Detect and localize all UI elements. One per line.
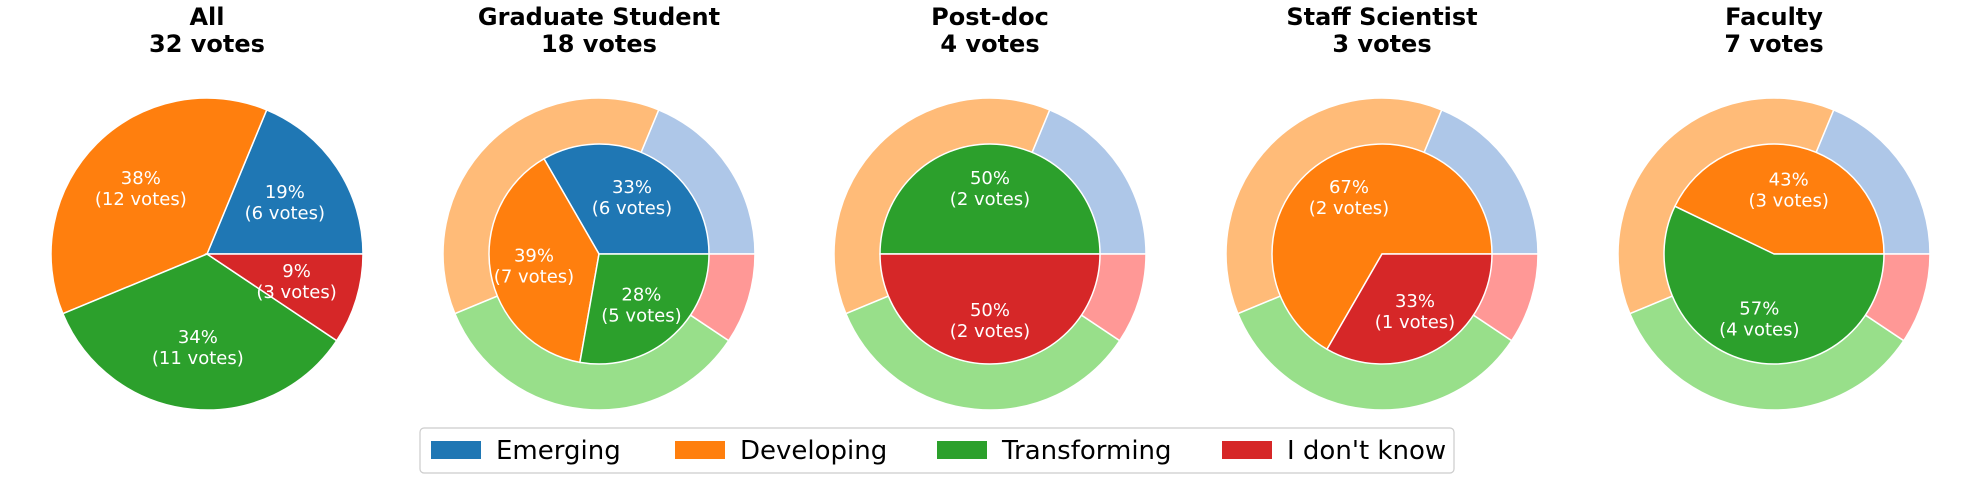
slice-label-votes: (11 votes) bbox=[152, 348, 244, 369]
slice-label-pct: 34% bbox=[178, 327, 218, 348]
slice-label-pct: 33% bbox=[1395, 291, 1435, 312]
slice-emerging bbox=[205, 108, 364, 255]
slice-label-pct: 67% bbox=[1329, 177, 1369, 198]
legend-swatch-emerging bbox=[431, 441, 481, 459]
legend-swatch-developing bbox=[675, 441, 725, 459]
legend-swatch-transforming bbox=[937, 441, 987, 459]
panel-title: Post-doc bbox=[931, 3, 1049, 31]
panel-subtitle: 7 votes bbox=[1724, 30, 1823, 58]
slice-transforming bbox=[61, 253, 338, 411]
slice-label-pct: 33% bbox=[612, 177, 652, 198]
slice-label-pct: 43% bbox=[1769, 170, 1809, 191]
slice-label-votes: (3 votes) bbox=[1748, 191, 1828, 212]
slice-transforming bbox=[579, 253, 710, 365]
legend-label-transforming: Transforming bbox=[1001, 436, 1172, 466]
slice-transforming bbox=[879, 143, 1101, 255]
panel-subtitle: 32 votes bbox=[149, 30, 265, 58]
slice-label-pct: 9% bbox=[282, 261, 311, 282]
slice-label-votes: (6 votes) bbox=[592, 198, 672, 219]
slice-label-pct: 19% bbox=[265, 182, 305, 203]
slice-i-don-t-know bbox=[1325, 253, 1493, 365]
slice-i-don-t-know bbox=[879, 253, 1101, 365]
slice-label-votes: (6 votes) bbox=[245, 203, 325, 224]
slice-label-votes: (3 votes) bbox=[256, 282, 336, 303]
slice-label-votes: (2 votes) bbox=[950, 189, 1030, 210]
panel-subtitle: 18 votes bbox=[541, 30, 657, 58]
legend-swatch-i-don-t-know bbox=[1222, 441, 1272, 459]
slice-label-votes: (7 votes) bbox=[494, 266, 574, 287]
panel-title: Staff Scientist bbox=[1286, 3, 1477, 31]
slice-developing bbox=[1673, 143, 1885, 255]
slice-developing bbox=[50, 97, 268, 315]
panel-title: Graduate Student bbox=[478, 3, 720, 31]
slice-label-votes: (2 votes) bbox=[1309, 198, 1389, 219]
panel-title: All bbox=[189, 3, 224, 31]
slice-i-don-t-know bbox=[204, 253, 364, 342]
slice-label-pct: 28% bbox=[621, 285, 661, 306]
slice-developing bbox=[1271, 143, 1493, 351]
slice-transforming bbox=[1663, 205, 1885, 365]
slice-label-votes: (12 votes) bbox=[95, 189, 187, 210]
slice-label-pct: 39% bbox=[514, 245, 554, 266]
legend-label-i-don-t-know: I don't know bbox=[1287, 436, 1446, 466]
slice-label-pct: 57% bbox=[1739, 298, 1779, 319]
panel-title: Faculty bbox=[1725, 3, 1823, 31]
slice-developing bbox=[488, 157, 600, 364]
slice-label-votes: (1 votes) bbox=[1375, 312, 1455, 333]
slice-label-votes: (2 votes) bbox=[950, 321, 1030, 342]
slice-label-pct: 38% bbox=[121, 168, 161, 189]
legend: Emerging Developing Transforming I don't kn… bbox=[419, 427, 1455, 474]
panel-subtitle: 4 votes bbox=[940, 30, 1039, 58]
slice-label-votes: (5 votes) bbox=[601, 306, 681, 327]
slice-label-votes: (4 votes) bbox=[1719, 319, 1799, 340]
legend-label-developing: Developing bbox=[740, 436, 887, 466]
legend-label-emerging: Emerging bbox=[496, 436, 621, 466]
slice-label-pct: 50% bbox=[970, 168, 1010, 189]
panel-subtitle: 3 votes bbox=[1332, 30, 1431, 58]
slice-label-pct: 50% bbox=[970, 300, 1010, 321]
slice-emerging bbox=[542, 143, 710, 255]
